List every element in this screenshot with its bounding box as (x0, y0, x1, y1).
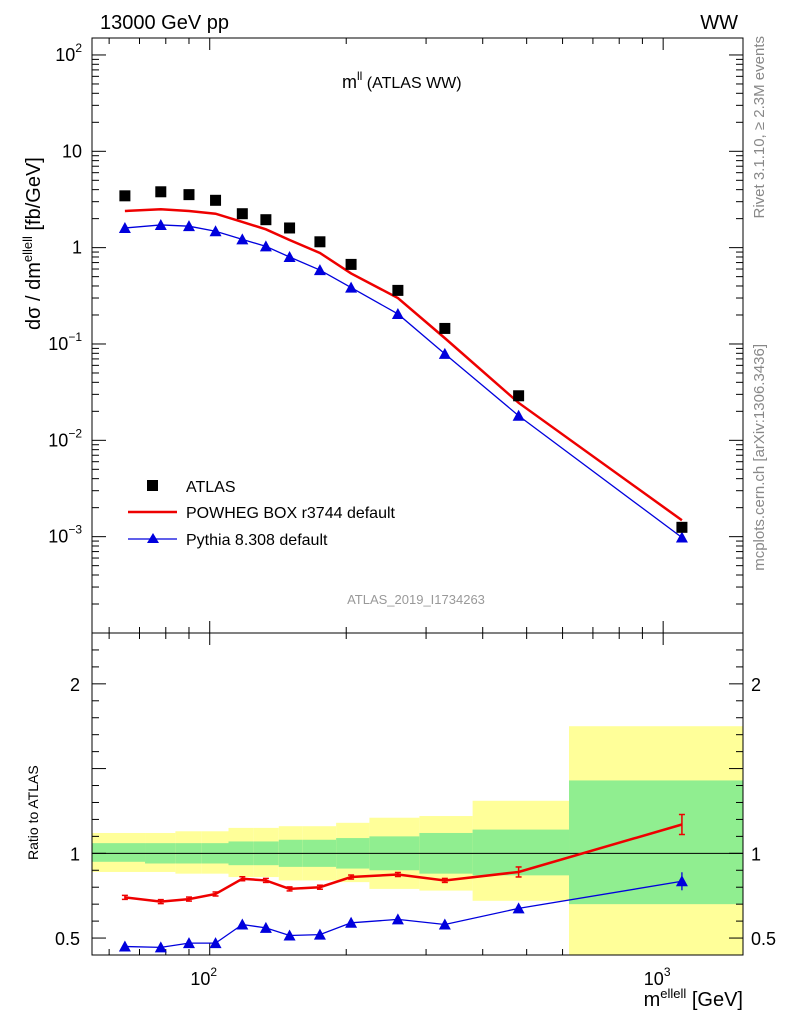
y-tick-label: 10−1 (48, 330, 82, 354)
ratio-tick-label-left: 2 (70, 675, 80, 695)
ratio-pythia-point (391, 913, 404, 925)
ratio-frame (91, 632, 744, 956)
x-label-b: [GeV] (686, 989, 743, 1011)
pythia-point (345, 281, 358, 293)
pythia-point (512, 409, 525, 421)
ratio-band-inner (569, 780, 743, 905)
pythia-point (154, 218, 167, 230)
y-tick-label: 102 (55, 41, 82, 65)
atlas-data-point (392, 284, 404, 296)
ratio-pythia-point (283, 929, 296, 941)
pythia-point (313, 264, 326, 276)
ratio-pythia-point (675, 875, 688, 887)
ratio-pythia-point (313, 928, 326, 940)
ratio-pythia-point (438, 918, 451, 930)
analysis-id-label: ATLAS_2019_I1734263 (347, 592, 485, 607)
main-y-label-a: dσ / dm (23, 262, 45, 330)
plot-title-sup: ll (357, 69, 362, 83)
ratio-band-inner (472, 829, 570, 876)
atlas-data-point (236, 208, 248, 220)
ratio-pythia-point (154, 941, 167, 953)
y-tick-label: 10−2 (48, 426, 82, 450)
y-tick-label: 1 (72, 238, 82, 258)
pythia-point (283, 250, 296, 262)
atlas-data-point (183, 189, 195, 201)
pythia-point (259, 240, 272, 252)
pythia-point (236, 233, 249, 245)
legend-marker-atlas (147, 480, 158, 491)
ratio-tick-label-left: 0.5 (55, 929, 80, 949)
atlas-data-point (119, 190, 131, 202)
main-y-axis-label: dσ / dmellell [fb/GeV] (20, 157, 45, 330)
ratio-pythia-point (512, 902, 525, 914)
atlas-data-point (260, 214, 272, 226)
atlas-data-point (210, 194, 222, 206)
legend-label-powheg: POWHEG BOX r3744 default (186, 505, 396, 522)
main-y-label-b: [fb/GeV] (23, 157, 45, 236)
rivet-version-label: Rivet 3.1.10, ≥ 2.3M events (751, 36, 768, 219)
legend-label-pythia: Pythia 8.308 default (186, 532, 328, 549)
ratio-y-axis-label: Ratio to ATLAS (25, 765, 41, 860)
powheg-line (124, 208, 683, 522)
legend: ATLAS POWHEG BOX r3744 default Pythia 8.… (128, 479, 396, 549)
atlas-data-point (155, 186, 167, 198)
ratio-pythia-point (118, 940, 131, 952)
atlas-data-point (513, 390, 525, 402)
ratio-pythia-point (345, 916, 358, 928)
x-tick-label: 103 (644, 965, 671, 989)
legend-marker-pythia (147, 533, 159, 543)
x-axis-label: mellell [GeV] (644, 986, 743, 1011)
ratio-tick-label-left: 1 (70, 844, 80, 864)
plot-title: mll (ATLAS WW) (342, 69, 462, 92)
y-tick-label: 10 (62, 141, 82, 161)
pythia-point (391, 307, 404, 319)
ratio-tick-label-right: 2 (751, 675, 761, 695)
pythia-point (118, 221, 131, 233)
ratio-pythia-point (259, 921, 272, 933)
legend-label-atlas: ATLAS (186, 479, 236, 496)
plot-title-base: m (342, 72, 357, 92)
x-tick-label: 102 (190, 965, 217, 989)
ratio-pythia-point (236, 918, 249, 930)
x-label-a: m (644, 989, 661, 1011)
main-panel: 102 10 1 10−1 10−2 10−3 (48, 37, 744, 955)
plot-title-rest: (ATLAS WW) (362, 75, 461, 92)
mcplots-label: mcplots.cern.ch [arXiv:1306.3436] (751, 344, 768, 571)
ratio-panel: 102 103 0.5 0.5 1 1 2 2 (55, 632, 776, 989)
header-left-label: 13000 GeV pp (100, 12, 229, 34)
pythia-point (182, 220, 195, 232)
pythia-point (675, 531, 688, 543)
ratio-band-inner (92, 843, 146, 862)
atlas-data-point (676, 521, 688, 533)
header-right-label: WW (700, 12, 738, 34)
pythia-point (209, 225, 222, 237)
ratio-pythia-point (182, 937, 195, 949)
x-label-sup: ellell (660, 986, 686, 1001)
main-y-label-sup: ellell (20, 236, 35, 262)
y-tick-label: 10−3 (48, 523, 82, 547)
atlas-data-point (439, 322, 451, 334)
ratio-tick-label-right: 1 (751, 844, 761, 864)
ratio-tick-label-right: 0.5 (751, 929, 776, 949)
atlas-data-point (345, 258, 357, 270)
pythia-point (438, 347, 451, 359)
atlas-data-point (284, 222, 296, 234)
atlas-data-point (314, 236, 326, 248)
ratio-pythia-point (209, 937, 222, 949)
